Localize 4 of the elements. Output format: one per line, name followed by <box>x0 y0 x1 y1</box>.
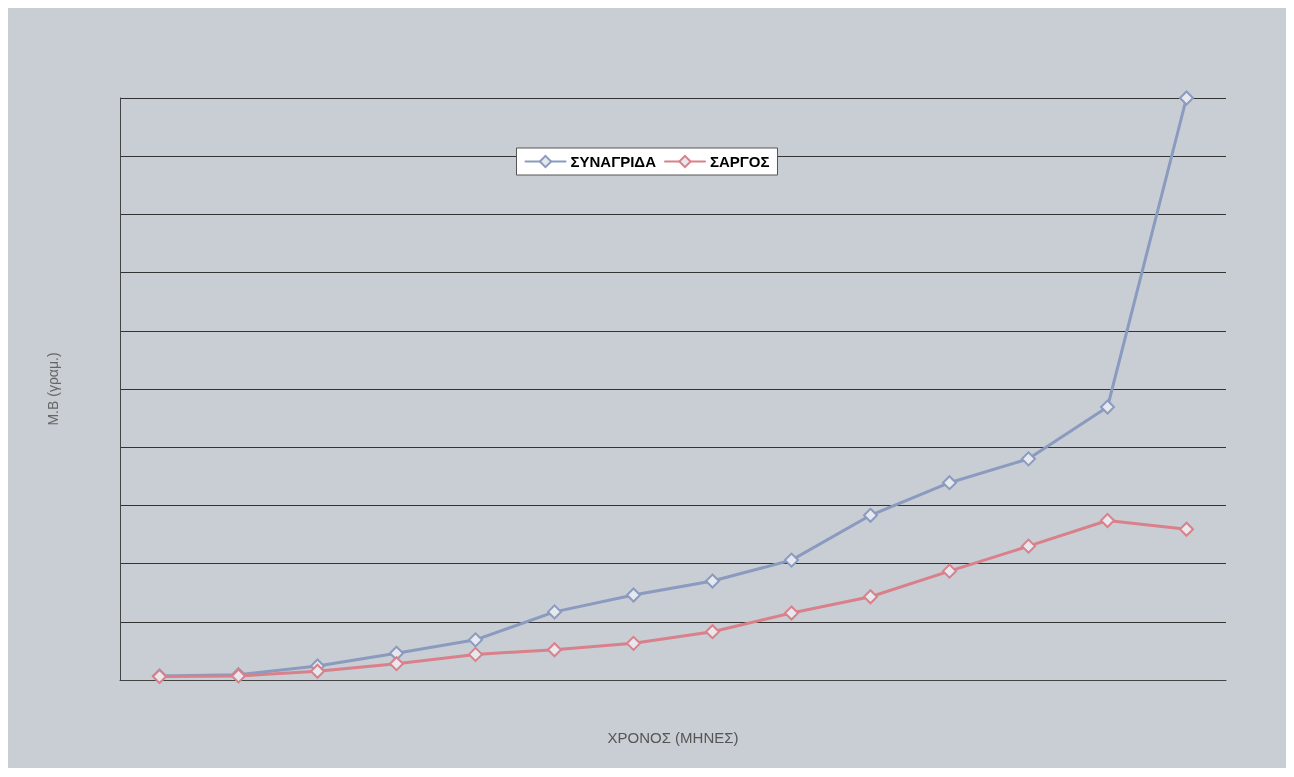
y-axis-title: M.B (γραμ.) <box>45 352 61 426</box>
legend-label: ΣΑΡΓΟΣ <box>709 153 770 170</box>
x-axis-title: ΧΡΟΝΟΣ (ΜΗΝΕΣ) <box>607 729 739 746</box>
legend-label: ΣΥΝΑΓΡΙΔΑ <box>570 153 657 170</box>
